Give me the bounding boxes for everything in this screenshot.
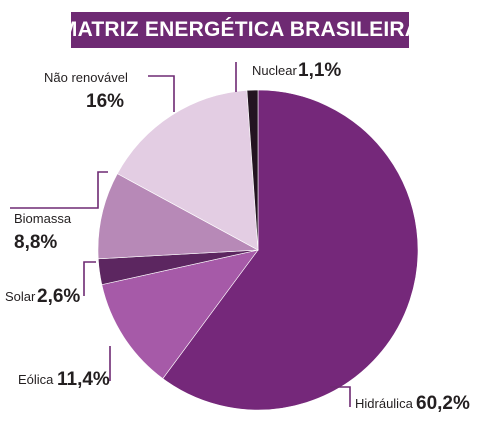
slice-label-solar: Solar [5,289,36,304]
legend-solar: Solar 2,6% [5,286,80,307]
slice-label-nuclear: Nuclear [252,63,297,78]
slice-label-biomassa: Biomassa [14,211,72,226]
slice-label-eolica: Eólica [18,372,54,387]
slice-label-nao-renovavel: Não renovável [44,70,128,85]
leader-line-solar [83,261,96,296]
slice-label-hidraulica: Hidráulica [355,396,414,411]
legend-nuclear: Nuclear 1,1% [252,60,341,81]
legend-eolica: Eólica 11,4% [18,369,110,390]
leader-line-biomassa [10,171,108,209]
legend-hidraulica: Hidráulica 60,2% [355,393,470,414]
slice-value-nao-renovavel: 16% [86,91,124,112]
chart-title: MATRIZ ENERGÉTICA BRASILEIRA [59,18,421,41]
leader-lines [10,62,351,407]
pie-slice-eolica [101,249,259,380]
slice-value-biomassa: 8,8% [14,232,57,253]
chart-title-banner: MATRIZ ENERGÉTICA BRASILEIRA [60,12,420,48]
pie-slices [97,89,419,411]
pie-slice-nao-renovavel [116,90,259,251]
pie-slice-nuclear [246,89,259,251]
slice-value-eolica: 11,4% [57,369,110,390]
leader-line-nao-renovavel [148,75,175,112]
pie-slice-hidraulica [162,89,419,411]
legend-nao-renovavel: Não renovável 16% [44,70,128,112]
pie-slice-biomassa [97,173,260,260]
slice-value-nuclear: 1,1% [298,60,341,81]
legend-biomassa: Biomassa 8,8% [14,211,72,253]
slice-value-solar: 2,6% [37,286,80,307]
leader-line-hidraulica [330,386,351,407]
slice-value-hidraulica: 60,2% [416,393,470,414]
